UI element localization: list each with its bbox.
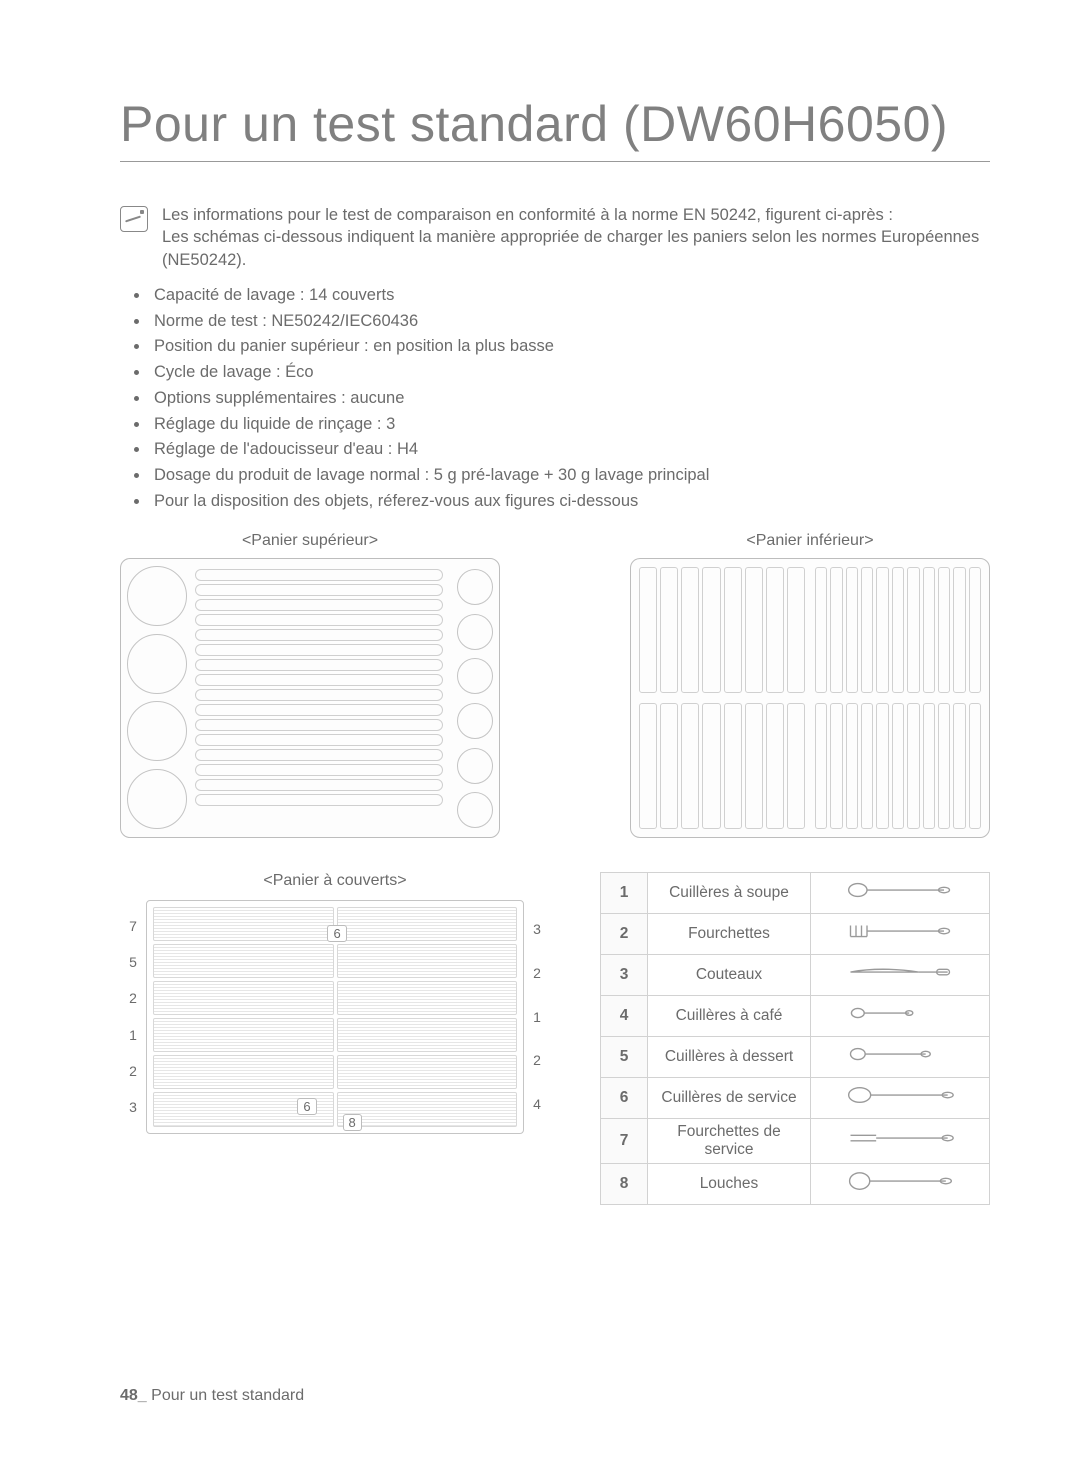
note-icon xyxy=(120,206,148,232)
legend-number: 1 xyxy=(601,872,648,913)
cutlery-legend-table: 1Cuillères à soupe2Fourchettes3Couteaux4… xyxy=(600,872,990,1205)
utensil-icon xyxy=(811,1118,990,1163)
legend-number: 6 xyxy=(601,1077,648,1118)
utensil-icon xyxy=(811,1036,990,1077)
dish-icon xyxy=(127,701,187,761)
lower-rack-diagram xyxy=(630,558,990,838)
upper-rack-diagram xyxy=(120,558,500,838)
legend-row: 2Fourchettes xyxy=(601,913,990,954)
legend-number: 8 xyxy=(601,1163,648,1204)
utensil-icon xyxy=(811,913,990,954)
legend-name: Cuillères de service xyxy=(648,1077,811,1118)
utensil-icon xyxy=(811,995,990,1036)
legend-number: 4 xyxy=(601,995,648,1036)
cutlery-badge: 6 xyxy=(297,1098,316,1115)
legend-row: 5Cuillères à dessert xyxy=(601,1036,990,1077)
cutlery-left-numbers: 7 5 2 1 2 3 xyxy=(120,900,146,1134)
utensil-icon xyxy=(811,872,990,913)
legend-row: 1Cuillères à soupe xyxy=(601,872,990,913)
legend-name: Fourchettes de service xyxy=(648,1118,811,1163)
cutlery-figure: <Panier à couverts> 7 5 2 1 2 3 xyxy=(120,872,550,1205)
page-title: Pour un test standard (DW60H6050) xyxy=(120,95,990,162)
legend-row: 8Louches xyxy=(601,1163,990,1204)
spec-item: Pour la disposition des objets, réferez-… xyxy=(150,489,990,514)
legend-number: 5 xyxy=(601,1036,648,1077)
spec-item: Options supplémentaires : aucune xyxy=(150,386,990,411)
legend-name: Cuillères à café xyxy=(648,995,811,1036)
upper-rack-figure: <Panier supérieur> xyxy=(120,532,500,838)
lower-rack-caption: <Panier inférieur> xyxy=(630,532,990,550)
footer-label: Pour un test standard xyxy=(151,1387,304,1404)
utensil-icon xyxy=(811,1077,990,1118)
legend-row: 3Couteaux xyxy=(601,954,990,995)
cup-icon xyxy=(457,792,493,828)
utensil-icon xyxy=(811,1163,990,1204)
spec-item: Position du panier supérieur : en positi… xyxy=(150,334,990,359)
legend-number: 2 xyxy=(601,913,648,954)
spec-item: Dosage du produit de lavage normal : 5 g… xyxy=(150,463,990,488)
cup-icon xyxy=(457,748,493,784)
intro-line-1: Les informations pour le test de compara… xyxy=(162,206,893,224)
legend-number: 7 xyxy=(601,1118,648,1163)
spec-item: Norme de test : NE50242/IEC60436 xyxy=(150,309,990,334)
cutlery-diagram-box: 6 6 8 xyxy=(146,900,524,1134)
cutlery-right-numbers: 3 2 1 2 4 xyxy=(524,900,550,1134)
cutlery-caption: <Panier à couverts> xyxy=(120,872,550,890)
page-number: 48_ xyxy=(120,1387,147,1404)
legend-name: Cuillères à soupe xyxy=(648,872,811,913)
specs-list: Capacité de lavage : 14 couverts Norme d… xyxy=(150,283,990,514)
legend-row: 4Cuillères à café xyxy=(601,995,990,1036)
spec-item: Capacité de lavage : 14 couverts xyxy=(150,283,990,308)
cup-icon xyxy=(457,614,493,650)
upper-rack-caption: <Panier supérieur> xyxy=(120,532,500,550)
intro-line-2: Les schémas ci-dessous indiquent la mani… xyxy=(162,228,979,268)
lower-rack-figure: <Panier inférieur> xyxy=(630,532,990,838)
legend-row: 7Fourchettes de service xyxy=(601,1118,990,1163)
page-footer: 48_ Pour un test standard xyxy=(120,1387,304,1405)
spec-item: Réglage du liquide de rinçage : 3 xyxy=(150,412,990,437)
cup-icon xyxy=(457,569,493,605)
spec-item: Cycle de lavage : Éco xyxy=(150,360,990,385)
cup-icon xyxy=(457,703,493,739)
legend-row: 6Cuillères de service xyxy=(601,1077,990,1118)
cutlery-badge: 8 xyxy=(343,1114,362,1131)
spec-item: Réglage de l'adoucisseur d'eau : H4 xyxy=(150,437,990,462)
dish-icon xyxy=(127,769,187,829)
legend-name: Cuillères à dessert xyxy=(648,1036,811,1077)
legend-number: 3 xyxy=(601,954,648,995)
cup-icon xyxy=(457,658,493,694)
legend-name: Louches xyxy=(648,1163,811,1204)
intro-text: Les informations pour le test de compara… xyxy=(162,204,990,271)
dish-icon xyxy=(127,634,187,694)
legend-name: Fourchettes xyxy=(648,913,811,954)
cutlery-badge: 6 xyxy=(327,925,346,942)
utensil-icon xyxy=(811,954,990,995)
legend-name: Couteaux xyxy=(648,954,811,995)
dish-icon xyxy=(127,566,187,626)
